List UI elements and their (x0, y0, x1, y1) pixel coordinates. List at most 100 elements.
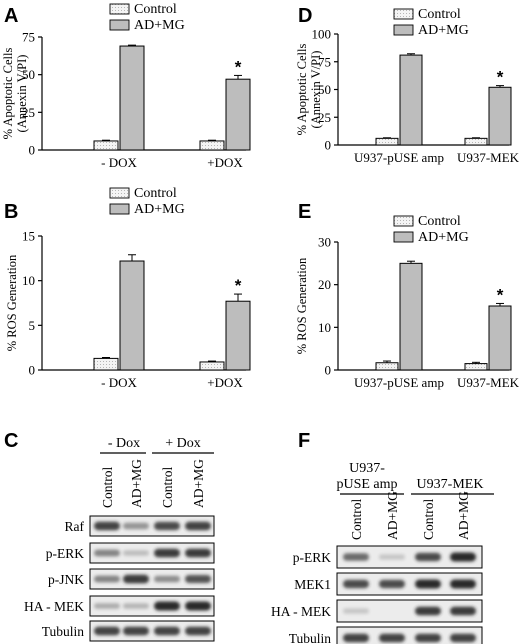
y-tick-label: 50 (22, 67, 35, 82)
chart-B: B 0 5 10 15% ROS Generation * - DOX +DOX Control… (4, 186, 251, 390)
blot-band (94, 626, 120, 636)
blot-band (123, 550, 149, 556)
x-category-label: U937-MEK (457, 150, 520, 165)
blot-row-label: Tubulin (42, 624, 85, 639)
blot-band (154, 521, 180, 531)
chart-E: E 0 10 20 30 % ROS Generation * U937-pUSE amp U9… (295, 201, 520, 390)
blot-row-label: p-ERK (293, 550, 331, 565)
blot-band (450, 552, 476, 562)
bar-control (199, 140, 225, 151)
legend-swatch (393, 8, 414, 20)
y-axis-label-2: (Annexin V/PI) (15, 55, 29, 133)
blot-strip (89, 620, 215, 642)
y-tick-label: 30 (318, 235, 331, 250)
panel-letter-C: C (4, 430, 18, 452)
y-tick-label: 20 (318, 277, 331, 292)
bar-treated (119, 45, 145, 151)
x-category-label: U937-MEK (457, 375, 520, 390)
blot-band (185, 626, 211, 636)
bar-control (375, 137, 399, 146)
panel-letter-F: F (298, 430, 310, 452)
bar-treated (399, 54, 423, 146)
blot-band (450, 606, 476, 616)
bar-control (464, 137, 488, 146)
lane-label: AD+MG (385, 491, 400, 540)
bar-treated (399, 262, 423, 371)
bar-control (375, 362, 399, 371)
legend-label: Control (418, 214, 461, 229)
blot-band (343, 633, 369, 643)
bar-control (93, 357, 119, 371)
y-tick-label: 0 (29, 363, 36, 378)
blot-band (123, 626, 149, 636)
blot-row-label: HA - MEK (271, 604, 331, 619)
y-tick-label: 75 (318, 54, 331, 69)
y-tick-label: 75 (22, 30, 35, 45)
blot-strip (89, 542, 215, 564)
legend-label: AD+MG (134, 18, 185, 33)
blot-band (94, 575, 120, 583)
blot-strip (336, 626, 483, 644)
y-tick-label: 0 (325, 138, 332, 153)
bar-control (93, 140, 119, 151)
blot-band (154, 601, 180, 611)
blot-band (379, 579, 405, 589)
blot-band (379, 554, 405, 560)
blot-band (123, 574, 149, 584)
panel-letter-E: E (298, 201, 311, 223)
blot-band (185, 601, 211, 611)
panel-letter-A: A (4, 5, 18, 27)
legend-swatch (109, 187, 130, 199)
blot-band (343, 553, 369, 561)
bar-control (199, 361, 225, 371)
y-tick-label: 15 (22, 229, 35, 244)
x-category-label: - DOX (101, 155, 137, 170)
group-label: + Dox (165, 436, 201, 451)
y-tick-label: 50 (318, 82, 331, 97)
blot-band (343, 579, 369, 589)
blot-band (154, 548, 180, 558)
blot-strip (89, 515, 215, 537)
lane-label: AD+MG (129, 459, 144, 508)
bar-treated (488, 305, 512, 371)
y-tick-label: 0 (325, 363, 332, 378)
legend-swatch (109, 203, 130, 215)
blot-row-label: Tubulin (289, 631, 332, 644)
blot-band (94, 603, 120, 609)
lane-label: Control (421, 498, 436, 540)
blot-band (415, 552, 441, 562)
blot-band (154, 575, 180, 583)
bar-treated (225, 78, 251, 151)
blot-strip (336, 599, 483, 623)
blot-C: C - Dox + Dox Control AD+MG Control AD+MG Raf p-… (4, 430, 215, 642)
bar-treated (119, 260, 145, 371)
x-category-label: U937-pUSE amp (354, 375, 444, 390)
legend-swatch (109, 3, 130, 15)
blot-band (415, 633, 441, 643)
blot-band (450, 579, 476, 589)
lane-label: AD+MG (456, 491, 471, 540)
blot-strip (89, 595, 215, 617)
y-tick-label: 10 (22, 273, 35, 288)
lane-label: Control (349, 498, 364, 540)
lane-label: Control (100, 466, 115, 508)
y-tick-label: 0 (29, 143, 36, 158)
legend-swatch (393, 215, 414, 227)
blot-band (123, 522, 149, 530)
blot-band (343, 608, 369, 614)
lane-label: Control (160, 466, 175, 508)
blot-strip (89, 568, 215, 590)
blot-band (379, 633, 405, 643)
group-label: pUSE amp (336, 477, 397, 492)
significance-marker: * (235, 57, 242, 76)
significance-marker: * (497, 68, 504, 87)
blot-band (185, 548, 211, 558)
blot-row-label: MEK1 (294, 577, 331, 592)
y-tick-label: 25 (22, 105, 35, 120)
y-axis-label-2: (Annexin V/PI) (309, 51, 323, 129)
blot-strip (336, 545, 483, 569)
chart-D: D 0 25 50 75 100% Apoptotic Cells (Annexin V/P… (295, 5, 520, 165)
blot-row-label: Raf (65, 519, 85, 534)
legend-label: Control (418, 7, 461, 22)
